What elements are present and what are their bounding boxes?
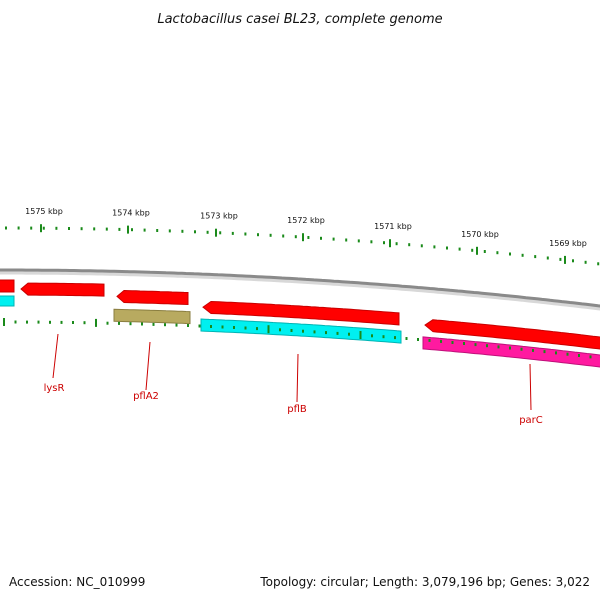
feature-block-2[interactable] (113, 308, 191, 325)
leader-line-pflB (296, 353, 299, 403)
tick-label-1573: 1573 kbp (200, 212, 238, 221)
feature-block-4[interactable] (422, 336, 600, 368)
feature-arrow-5[interactable] (424, 319, 600, 350)
tick-label-1570: 1570 kbp (461, 230, 499, 239)
leader-line-lysR (52, 333, 59, 379)
gene-label-pflA2[interactable]: pflA2 (133, 391, 159, 402)
tick-label-1572: 1572 kbp (287, 216, 325, 225)
feature-block-3[interactable] (200, 318, 402, 344)
backbone-shadow (0, 269, 600, 311)
tick-label-1575: 1575 kbp (25, 207, 63, 216)
feature-arrow-2[interactable] (20, 282, 105, 297)
inner-tick-marks (3, 318, 592, 359)
tick-label-1574: 1574 kbp (112, 209, 150, 218)
tick-label-1571: 1571 kbp (374, 222, 412, 231)
genome-summary-text: Topology: circular; Length: 3,079,196 bp… (259, 575, 590, 589)
leader-line-pflA2 (145, 341, 151, 391)
reverse-strand-features (0, 295, 600, 368)
map-title: Lactobacillus casei BL23, complete genom… (157, 12, 442, 27)
feature-arrow-3[interactable] (116, 289, 189, 306)
outer-tick-marks (5, 224, 600, 266)
forward-strand-features (0, 279, 600, 350)
feature-arrow-4[interactable] (202, 300, 400, 326)
gene-label-pflB[interactable]: pflB (287, 404, 307, 415)
genome-backbone (0, 268, 600, 308)
gene-label-lysR[interactable]: lysR (44, 383, 65, 394)
gene-label-parC[interactable]: parC (519, 415, 543, 426)
accession-text: Accession: NC_010999 (9, 575, 145, 589)
feature-arrow-1[interactable] (0, 279, 15, 293)
leader-line-parC (529, 363, 532, 411)
tick-labels: 1575 kbp 1574 kbp 1573 kbp 1572 kbp 1571 kbp… (25, 207, 587, 248)
gene-labels: lysR pflA2 pflB parC (44, 333, 543, 426)
tick-label-1569: 1569 kbp (549, 239, 587, 248)
feature-block-1[interactable] (0, 295, 15, 307)
